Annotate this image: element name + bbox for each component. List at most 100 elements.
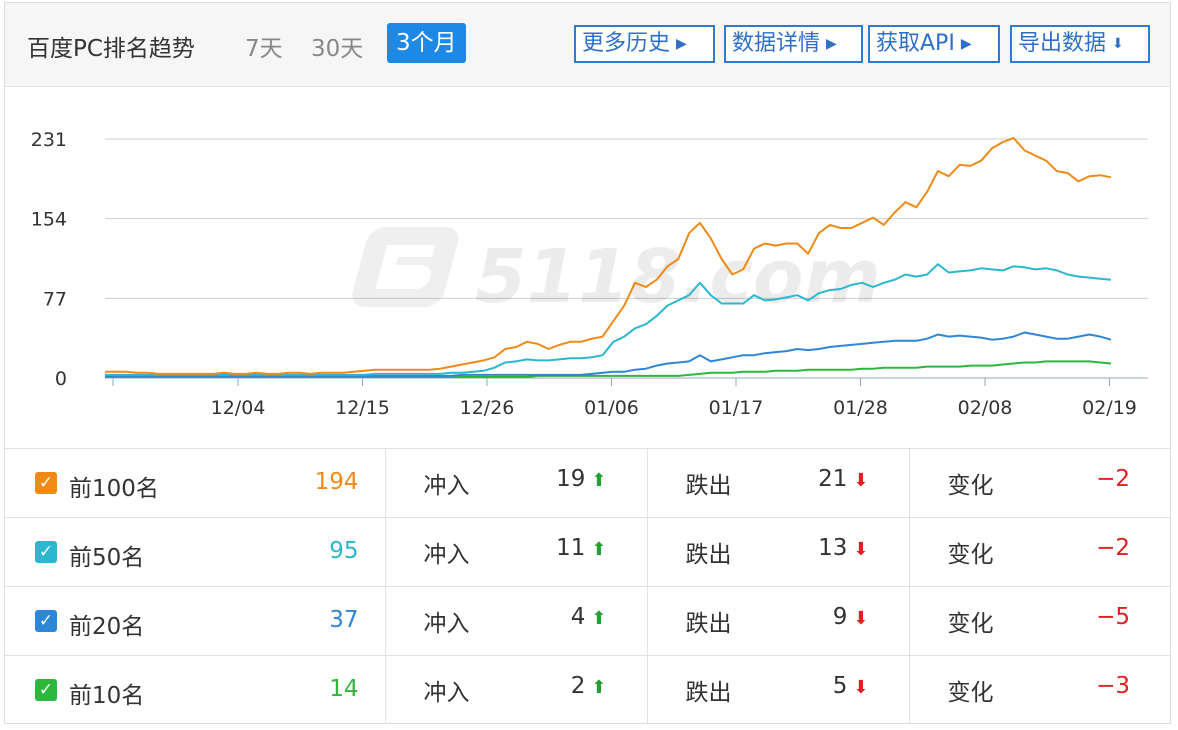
series-cell: ✓ 前20名 37 (5, 586, 386, 656)
change-label: 变化 (947, 473, 994, 499)
entered-value: 19 (556, 466, 586, 492)
series-total: 194 (314, 469, 359, 495)
arrow-down-icon: ⬇ (853, 539, 869, 560)
dropped-label: 跌出 (685, 473, 732, 499)
export-data-label: 导出数据 (1018, 31, 1107, 56)
arrow-down-icon: ⬇ (853, 470, 869, 491)
more-history-label: 更多历史 (582, 31, 671, 56)
x-tick-label: 02/08 (958, 397, 1013, 419)
watermark-logo: 5118.com (352, 227, 881, 320)
caret-right-icon: ▶ (676, 36, 687, 52)
data-details-label: 数据详情 (732, 31, 821, 56)
stats-row: ✓ 前10名 14 冲入 2 ⬆ 跌出 5 ⬇ 变化 −3 (5, 655, 1170, 724)
x-tick-label: 01/28 (833, 397, 888, 419)
stats-row: ✓ 前50名 95 冲入 11 ⬆ 跌出 13 ⬇ 变化 −2 (5, 517, 1170, 587)
change-label: 变化 (947, 680, 994, 706)
dropped-cell: 跌出 5 ⬇ (647, 655, 910, 724)
range-7d-tab[interactable]: 7天 (245, 36, 283, 62)
y-tick-label: 154 (31, 209, 67, 231)
checkbox-icon[interactable]: ✓ (35, 541, 57, 563)
x-tick-label: 02/19 (1082, 397, 1137, 419)
change-value: −3 (1096, 673, 1130, 699)
change-label: 变化 (947, 611, 994, 637)
change-cell: 变化 −2 (909, 448, 1170, 518)
x-tick-label: 01/06 (584, 397, 639, 419)
dropped-label: 跌出 (685, 542, 732, 568)
dropped-label: 跌出 (685, 680, 732, 706)
stats-row: ✓ 前100名 194 冲入 19 ⬆ 跌出 21 ⬇ 变化 −2 (5, 448, 1170, 518)
get-api-label: 获取API (876, 31, 955, 56)
change-value: −2 (1096, 466, 1130, 492)
entered-value: 2 (570, 673, 586, 699)
entered-value: 4 (570, 604, 586, 630)
dropped-value: 21 (818, 466, 848, 492)
caret-right-icon: ▶ (960, 36, 972, 52)
checkbox-icon[interactable]: ✓ (35, 472, 57, 494)
entered-cell: 冲入 19 ⬆ (385, 448, 648, 518)
x-tick-label: 12/04 (211, 397, 266, 419)
trend-chart-svg: 5118.com 231 154 77 0 12/04 12/15 12/26 01/06 0… (31, 129, 1148, 419)
series-label: 前10名 (69, 683, 145, 709)
change-cell: 变化 −2 (909, 517, 1170, 587)
entered-cell: 冲入 11 ⬆ (385, 517, 648, 587)
series-cell: ✓ 前10名 14 (5, 655, 386, 724)
dropped-cell: 跌出 9 ⬇ (647, 586, 910, 656)
series-total: 14 (329, 676, 359, 702)
series-line (105, 360, 1112, 378)
panel-header: 百度PC排名趋势 7天 30天 3个月 更多历史 ▶ 数据详情 ▶ 获取API ▶ 导… (5, 3, 1170, 87)
panel-title: 百度PC排名趋势 (27, 36, 195, 62)
entered-label: 冲入 (423, 473, 470, 499)
more-history-button[interactable]: 更多历史 ▶ (574, 25, 715, 63)
entered-label: 冲入 (423, 542, 470, 568)
entered-cell: 冲入 2 ⬆ (385, 655, 648, 724)
arrow-up-icon: ⬆ (591, 539, 607, 560)
series-total: 37 (329, 607, 359, 633)
get-api-button[interactable]: 获取API ▶ (868, 25, 1000, 63)
y-tick-label: 231 (31, 129, 67, 151)
series-label: 前20名 (69, 614, 145, 640)
dropped-value: 9 (832, 604, 848, 630)
change-label: 变化 (947, 542, 994, 568)
dropped-cell: 跌出 21 ⬇ (647, 448, 910, 518)
entered-label: 冲入 (423, 611, 470, 637)
range-30d-tab[interactable]: 30天 (311, 36, 364, 62)
rank-trend-panel: 百度PC排名趋势 7天 30天 3个月 更多历史 ▶ 数据详情 ▶ 获取API ▶ 导… (4, 2, 1171, 724)
change-cell: 变化 −3 (909, 655, 1170, 724)
arrow-down-icon: ⬇ (853, 677, 869, 698)
series-cell: ✓ 前50名 95 (5, 517, 386, 587)
entered-label: 冲入 (423, 680, 470, 706)
change-value: −2 (1096, 535, 1130, 561)
change-value: −5 (1096, 604, 1130, 630)
dropped-value: 5 (832, 673, 848, 699)
export-data-button[interactable]: 导出数据 ⬇ (1010, 25, 1150, 63)
series-line (105, 331, 1112, 377)
range-3m-tab[interactable]: 3个月 (387, 23, 466, 63)
checkbox-icon[interactable]: ✓ (35, 610, 57, 632)
change-cell: 变化 −5 (909, 586, 1170, 656)
x-tick-label: 01/17 (709, 397, 764, 419)
trend-chart: 5118.com 231 154 77 0 12/04 12/15 12/26 01/06 0… (5, 87, 1170, 448)
y-tick-label: 77 (43, 288, 67, 310)
x-tick-label: 12/15 (335, 397, 390, 419)
series-line (105, 137, 1112, 375)
dropped-cell: 跌出 13 ⬇ (647, 517, 910, 587)
x-tick-label: 12/26 (460, 397, 515, 419)
series-label: 前100名 (69, 476, 159, 502)
y-tick-label: 0 (55, 368, 67, 390)
series-cell: ✓ 前100名 194 (5, 448, 386, 518)
watermark-text: 5118.com (475, 234, 881, 320)
caret-right-icon: ▶ (826, 36, 837, 52)
stats-table: ✓ 前100名 194 冲入 19 ⬆ 跌出 21 ⬇ 变化 −2 ✓ 前50名 95 冲入 11 ⬆ 跌出 13 ⬇… (5, 448, 1170, 724)
series-label: 前50名 (69, 545, 145, 571)
data-details-button[interactable]: 数据详情 ▶ (724, 25, 863, 63)
series-total: 95 (329, 538, 359, 564)
arrow-up-icon: ⬆ (591, 608, 607, 629)
arrow-up-icon: ⬆ (591, 677, 607, 698)
dropped-label: 跌出 (685, 611, 732, 637)
arrow-up-icon: ⬆ (591, 470, 607, 491)
stats-row: ✓ 前20名 37 冲入 4 ⬆ 跌出 9 ⬇ 变化 −5 (5, 586, 1170, 656)
checkbox-icon[interactable]: ✓ (35, 679, 57, 701)
arrow-down-icon: ⬇ (853, 608, 869, 629)
entered-value: 11 (556, 535, 586, 561)
download-icon: ⬇ (1112, 36, 1124, 52)
